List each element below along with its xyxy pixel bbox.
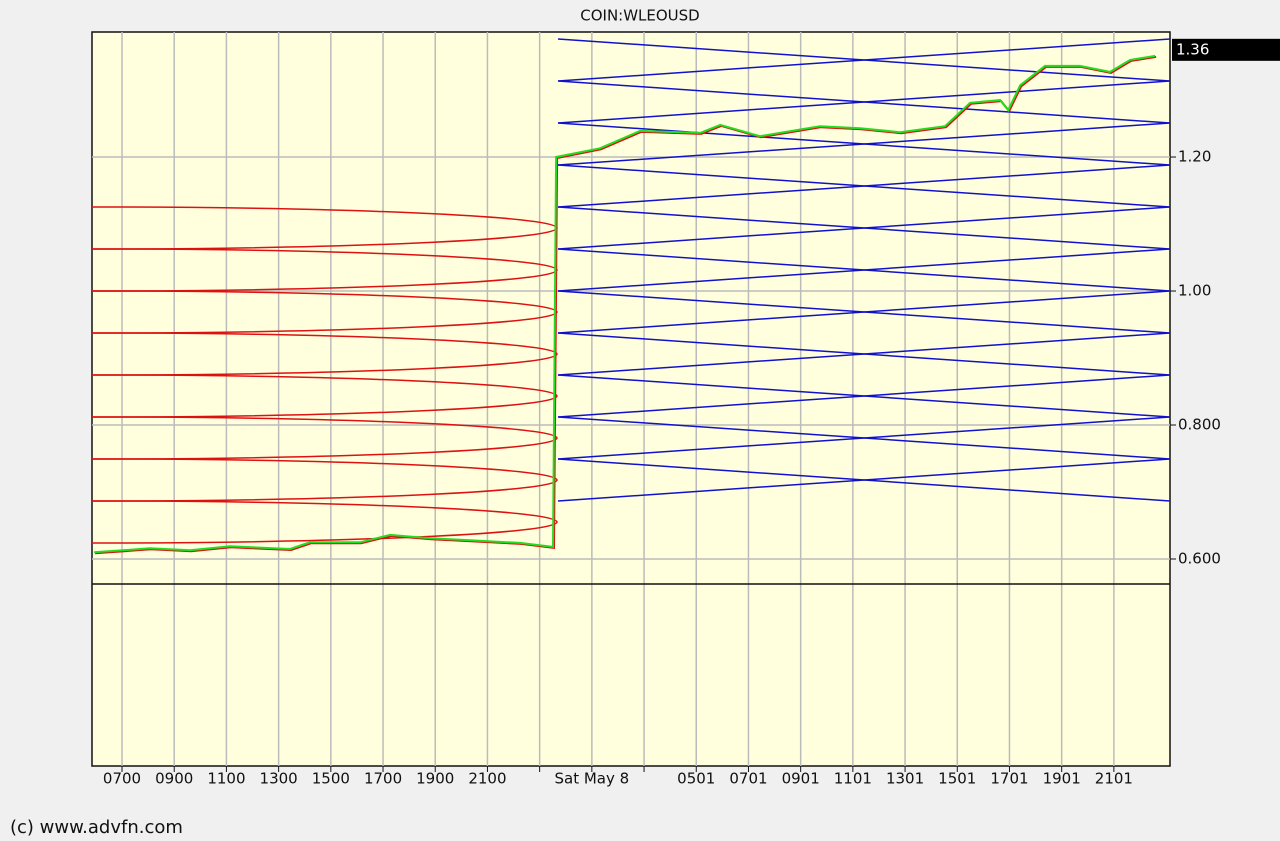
- trend-drawing: [557, 416, 1170, 460]
- x-tick-label: 1701: [990, 770, 1028, 788]
- y-tick-label: 0.600: [1178, 550, 1221, 568]
- x-tick-label: 0501: [677, 770, 715, 788]
- trend-drawing: [557, 80, 1170, 124]
- x-tick-label: 2101: [1095, 770, 1133, 788]
- ellipse-drawing: [92, 374, 558, 418]
- ellipse-drawing: [92, 332, 558, 376]
- footer: (c) www.advfn.com: [10, 817, 183, 838]
- x-tick-label: 1101: [834, 770, 872, 788]
- x-tick-label: 0700: [103, 770, 141, 788]
- ellipse-drawing: [92, 290, 558, 334]
- x-tick-label: 1700: [364, 770, 402, 788]
- trend-drawing: [557, 332, 1170, 376]
- trend-drawing: [557, 164, 1170, 208]
- trend-drawing: [557, 458, 1170, 502]
- last-price-label: 1.36: [1176, 40, 1209, 58]
- x-tick-label: 0900: [155, 770, 193, 788]
- trend-drawing: [557, 374, 1170, 418]
- last-price-box: [1172, 38, 1280, 61]
- ellipse-drawing: [92, 500, 558, 544]
- x-tick-label: 1500: [312, 770, 350, 788]
- y-tick-label: 0.800: [1178, 416, 1221, 434]
- x-tick-label: 1900: [416, 770, 454, 788]
- x-tick-label: 0901: [782, 770, 820, 788]
- y-tick-label: 1.00: [1178, 282, 1211, 300]
- ellipse-drawing: [92, 458, 558, 502]
- price-line-group: [94, 54, 1157, 555]
- trend-drawing: [557, 38, 1170, 82]
- grid: [92, 32, 1170, 766]
- x-tick-label: 1901: [1043, 770, 1081, 788]
- trend-drawing: [557, 206, 1170, 250]
- ellipse-drawing: [92, 416, 558, 460]
- chart-title: COIN:WLEOUSD: [580, 7, 700, 25]
- trend-drawing: [557, 122, 1170, 166]
- trend-drawing: [557, 290, 1170, 334]
- x-tick-label: Sat May 8: [555, 770, 630, 788]
- x-tick-label: 1301: [886, 770, 924, 788]
- plot-area: [91, 31, 1171, 767]
- x-tick-label: 1100: [207, 770, 245, 788]
- x-tick-label: 1501: [938, 770, 976, 788]
- x-tick-label: 0701: [729, 770, 767, 788]
- price-line: [94, 54, 1156, 554]
- trend-drawing: [557, 248, 1170, 292]
- y-tick-label: 1.20: [1178, 148, 1211, 166]
- x-tick-label: 1300: [260, 770, 298, 788]
- x-tick-label: 2100: [468, 770, 506, 788]
